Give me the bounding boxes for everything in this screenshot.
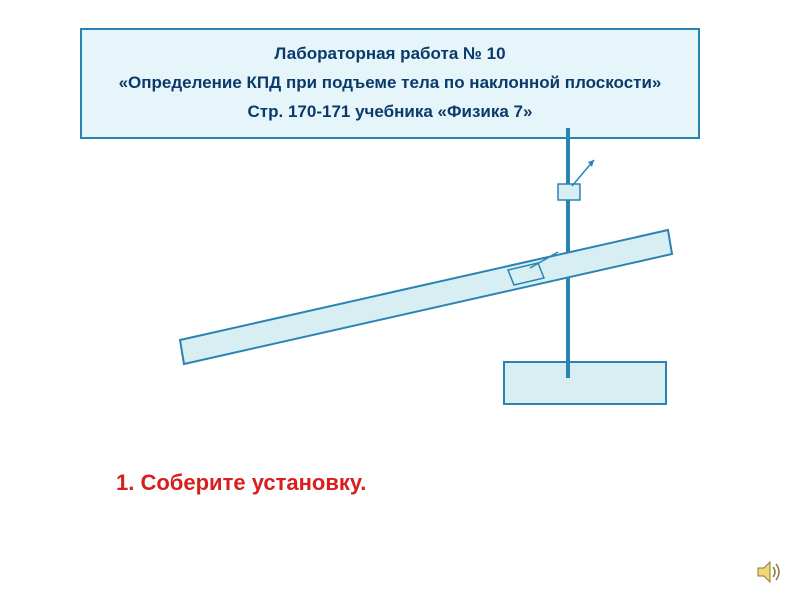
- inclined-plank: [180, 230, 672, 364]
- instruction-text: 1. Соберите установку.: [116, 470, 366, 496]
- speaker-icon: [754, 558, 782, 586]
- stand-clamp: [558, 184, 580, 200]
- stand-base: [504, 362, 666, 404]
- apparatus-diagram: [0, 0, 800, 600]
